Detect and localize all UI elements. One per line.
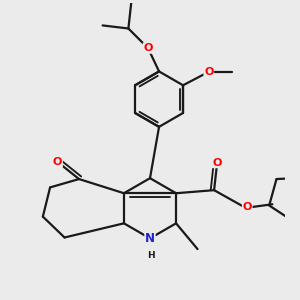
Text: O: O: [212, 158, 222, 168]
Text: O: O: [242, 202, 252, 212]
Text: O: O: [204, 67, 214, 77]
Text: O: O: [53, 157, 62, 167]
Text: O: O: [143, 43, 153, 53]
Text: H: H: [147, 251, 155, 260]
Text: N: N: [145, 232, 155, 245]
